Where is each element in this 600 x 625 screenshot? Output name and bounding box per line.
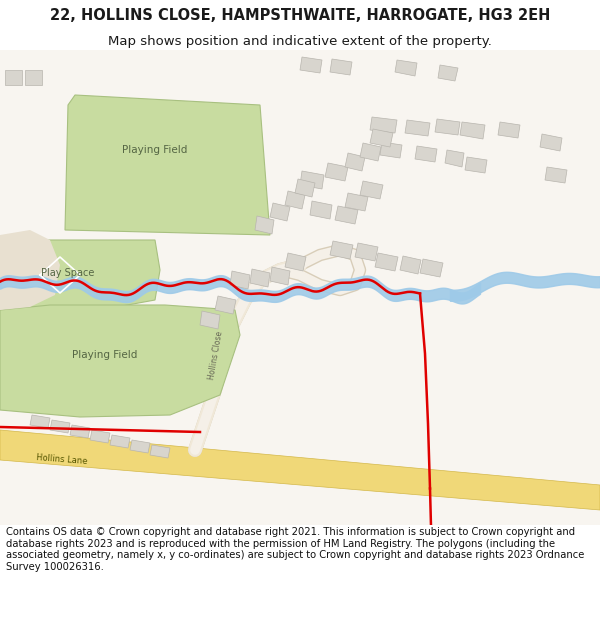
Polygon shape: [25, 70, 42, 85]
Text: Play Space: Play Space: [41, 268, 95, 278]
Polygon shape: [150, 445, 170, 458]
Polygon shape: [65, 95, 270, 235]
Polygon shape: [330, 241, 353, 259]
Polygon shape: [360, 143, 381, 161]
Polygon shape: [370, 129, 393, 147]
Polygon shape: [498, 122, 520, 138]
Polygon shape: [50, 420, 70, 433]
Polygon shape: [380, 142, 402, 158]
Polygon shape: [295, 179, 315, 197]
Polygon shape: [230, 271, 250, 289]
Polygon shape: [435, 119, 460, 135]
Polygon shape: [0, 230, 60, 310]
Text: Playing Field: Playing Field: [73, 350, 137, 360]
Polygon shape: [300, 57, 322, 73]
Polygon shape: [325, 163, 348, 181]
Polygon shape: [545, 167, 567, 183]
Polygon shape: [370, 117, 397, 133]
Polygon shape: [420, 259, 443, 277]
Polygon shape: [255, 216, 274, 234]
Polygon shape: [360, 181, 383, 199]
Polygon shape: [330, 59, 352, 75]
Polygon shape: [285, 191, 305, 209]
Polygon shape: [395, 60, 417, 76]
Text: Hollins Close: Hollins Close: [207, 330, 224, 380]
Text: Hollins Lane: Hollins Lane: [36, 454, 88, 466]
Polygon shape: [465, 157, 487, 173]
Polygon shape: [5, 70, 22, 85]
Text: Map shows position and indicative extent of the property.: Map shows position and indicative extent…: [108, 35, 492, 48]
Text: Playing Field: Playing Field: [122, 145, 188, 155]
Polygon shape: [90, 430, 110, 443]
Polygon shape: [415, 146, 437, 162]
Text: Contains OS data © Crown copyright and database right 2021. This information is : Contains OS data © Crown copyright and d…: [6, 527, 584, 572]
Polygon shape: [345, 153, 365, 171]
Polygon shape: [110, 435, 130, 448]
Polygon shape: [438, 65, 458, 81]
Polygon shape: [310, 201, 332, 219]
Polygon shape: [355, 243, 378, 261]
Polygon shape: [0, 240, 160, 310]
Polygon shape: [215, 296, 236, 314]
Polygon shape: [345, 193, 368, 211]
Polygon shape: [375, 253, 398, 271]
Polygon shape: [130, 440, 150, 453]
Polygon shape: [445, 150, 464, 167]
Text: 22, HOLLINS CLOSE, HAMPSTHWAITE, HARROGATE, HG3 2EH: 22, HOLLINS CLOSE, HAMPSTHWAITE, HARROGA…: [50, 8, 550, 22]
Polygon shape: [270, 267, 290, 285]
Polygon shape: [405, 120, 430, 136]
Polygon shape: [0, 430, 600, 510]
Polygon shape: [30, 415, 50, 428]
Polygon shape: [540, 134, 562, 151]
Polygon shape: [400, 256, 421, 274]
Polygon shape: [460, 122, 485, 139]
Polygon shape: [250, 269, 270, 287]
Polygon shape: [0, 305, 240, 417]
Polygon shape: [70, 425, 90, 438]
Polygon shape: [285, 253, 306, 271]
Polygon shape: [300, 171, 324, 189]
Polygon shape: [200, 311, 220, 329]
Polygon shape: [335, 206, 358, 224]
Polygon shape: [270, 203, 290, 221]
